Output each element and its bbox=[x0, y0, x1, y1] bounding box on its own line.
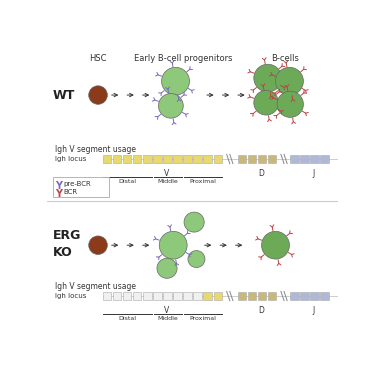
Bar bbox=[143, 292, 152, 300]
Text: Distal: Distal bbox=[118, 179, 136, 184]
Text: V: V bbox=[164, 306, 169, 315]
Text: Igh V segment usage: Igh V segment usage bbox=[55, 145, 136, 154]
Bar bbox=[300, 292, 309, 300]
Text: ERG: ERG bbox=[53, 230, 81, 243]
Text: Y: Y bbox=[56, 189, 62, 199]
Circle shape bbox=[89, 236, 107, 255]
Text: Proximal: Proximal bbox=[190, 316, 216, 321]
Bar bbox=[321, 292, 329, 300]
Circle shape bbox=[157, 258, 177, 278]
Bar bbox=[183, 292, 192, 300]
Bar bbox=[248, 155, 256, 163]
Bar bbox=[113, 292, 121, 300]
Circle shape bbox=[276, 68, 303, 95]
Text: J: J bbox=[313, 306, 315, 315]
Text: Proximal: Proximal bbox=[190, 179, 216, 184]
Bar bbox=[153, 155, 162, 163]
Circle shape bbox=[254, 64, 282, 92]
Text: Igh locus: Igh locus bbox=[55, 156, 86, 162]
Text: Middle: Middle bbox=[158, 179, 178, 184]
Bar bbox=[183, 155, 192, 163]
Bar bbox=[113, 155, 121, 163]
Bar bbox=[103, 155, 111, 163]
Circle shape bbox=[89, 86, 107, 104]
Bar bbox=[290, 155, 299, 163]
Bar bbox=[163, 155, 172, 163]
Text: Y: Y bbox=[56, 181, 62, 191]
Bar bbox=[103, 292, 111, 300]
Bar bbox=[237, 292, 246, 300]
Text: B-cells: B-cells bbox=[271, 54, 299, 63]
Bar bbox=[310, 292, 319, 300]
Bar bbox=[258, 155, 266, 163]
Bar bbox=[143, 155, 152, 163]
Bar bbox=[133, 155, 141, 163]
Circle shape bbox=[188, 251, 205, 267]
Bar bbox=[268, 155, 276, 163]
Bar bbox=[194, 292, 202, 300]
Bar bbox=[153, 292, 162, 300]
Circle shape bbox=[254, 90, 279, 115]
Bar bbox=[133, 292, 141, 300]
Circle shape bbox=[261, 231, 290, 259]
Text: WT: WT bbox=[53, 88, 75, 102]
Text: KO: KO bbox=[53, 246, 73, 259]
Bar bbox=[163, 292, 172, 300]
Bar bbox=[300, 155, 309, 163]
Bar bbox=[237, 155, 246, 163]
Text: Early B-cell progenitors: Early B-cell progenitors bbox=[134, 54, 233, 63]
Bar bbox=[321, 155, 329, 163]
Text: V: V bbox=[164, 169, 169, 178]
Text: D: D bbox=[258, 169, 264, 178]
Circle shape bbox=[159, 93, 183, 118]
Text: Middle: Middle bbox=[158, 316, 178, 321]
Bar bbox=[123, 155, 131, 163]
Bar bbox=[268, 292, 276, 300]
Circle shape bbox=[277, 91, 303, 117]
Bar bbox=[173, 292, 182, 300]
Text: D: D bbox=[258, 306, 264, 315]
Text: pre-BCR: pre-BCR bbox=[63, 181, 91, 187]
Bar bbox=[248, 292, 256, 300]
Text: J: J bbox=[313, 169, 315, 178]
Text: HSC: HSC bbox=[89, 54, 106, 63]
Text: BCR: BCR bbox=[63, 189, 77, 195]
Text: Distal: Distal bbox=[118, 316, 136, 321]
Circle shape bbox=[159, 231, 187, 259]
Bar bbox=[213, 155, 222, 163]
Text: Igh locus: Igh locus bbox=[55, 293, 86, 299]
Circle shape bbox=[184, 212, 204, 232]
Bar bbox=[173, 155, 182, 163]
Text: Igh V segment usage: Igh V segment usage bbox=[55, 282, 136, 291]
Bar bbox=[310, 155, 319, 163]
Bar bbox=[258, 292, 266, 300]
Bar bbox=[203, 155, 212, 163]
Bar bbox=[123, 292, 131, 300]
Bar bbox=[290, 292, 299, 300]
Bar bbox=[194, 155, 202, 163]
Bar bbox=[213, 292, 222, 300]
Bar bbox=[203, 292, 212, 300]
Bar bbox=[53, 177, 109, 198]
Circle shape bbox=[162, 68, 189, 95]
